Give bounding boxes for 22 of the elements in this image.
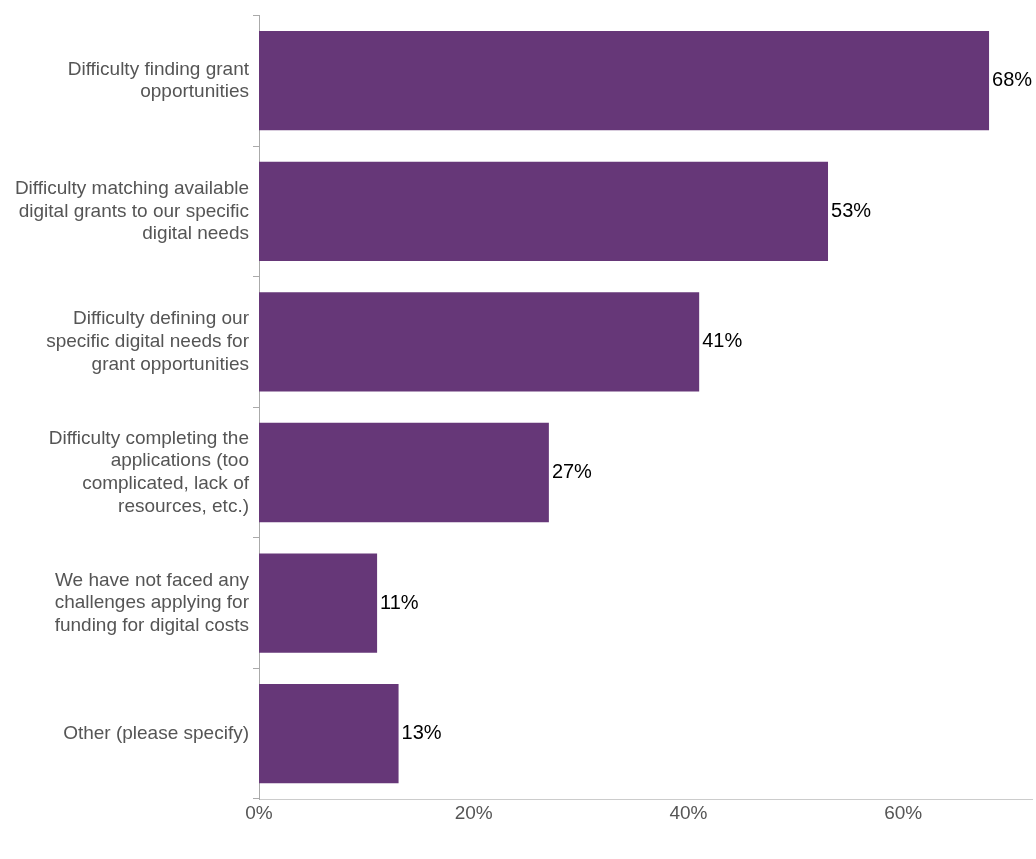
bar [259,684,399,784]
bar [259,31,990,131]
data-label: 13% [401,721,442,744]
bar [259,422,549,523]
data-label: 11% [380,590,419,613]
bar [259,553,378,653]
y-tick-label: Difficulty finding grant opportunities [67,57,250,102]
y-tick-label: Difficulty matching available digital grants to our specific digital needs [14,176,249,244]
y-tick-label: Difficulty completing the applications (too complicated, lack of resources, etc.) [48,426,250,516]
x-tick-label: 0% [245,801,273,823]
data-label: 41% [702,329,743,352]
bar [259,161,829,261]
x-tick-label: 40% [669,801,708,823]
y-tick-label: We have not faced any challenges applying for funding for digital costs [54,568,250,636]
x-tick-label: 20% [454,801,493,823]
y-tick-label: Other (please specify) [63,721,249,743]
data-label: 68% [992,68,1033,91]
data-label: 53% [831,198,872,221]
y-tick-label: Difficulty defining our specific digital needs for grant opportunities [46,307,250,374]
bar [259,292,700,392]
data-label: 27% [551,460,593,483]
x-tick-label: 60% [884,801,923,823]
